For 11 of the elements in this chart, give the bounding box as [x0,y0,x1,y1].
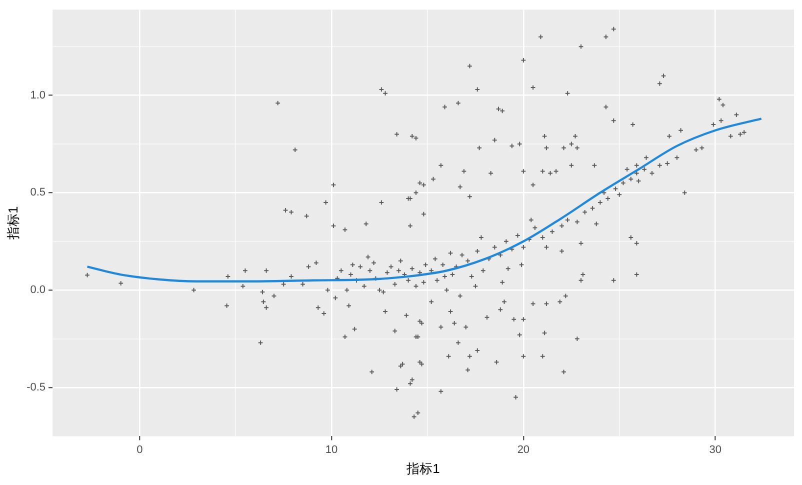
y-tick-label: 0.0 [30,284,46,296]
x-axis-title: 指标1 [406,460,440,476]
y-tick-label: 0.5 [30,186,46,199]
y-tick-label: -0.5 [26,382,46,394]
y-axis-title: 指标1 [5,206,20,241]
y-tick-label: 1.0 [30,89,46,102]
x-tick-label: 10 [325,444,338,456]
x-tick-label: 0 [136,444,143,456]
x-tick-label: 30 [709,444,722,456]
x-tick-label: 20 [517,444,530,456]
line-series [86,118,762,282]
